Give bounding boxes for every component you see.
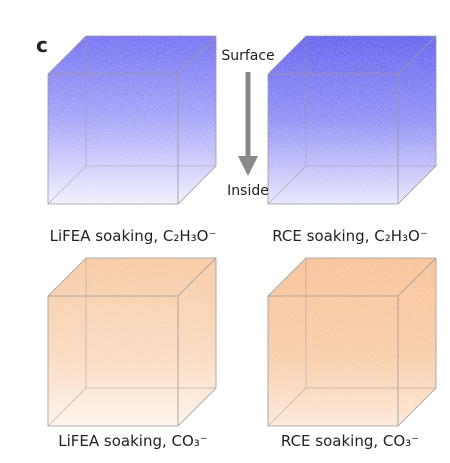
panel-caption: RCE soaking, CO₃⁻: [281, 432, 419, 450]
cube-texture: [268, 258, 436, 426]
cube: [47, 257, 217, 427]
panel-caption: LiFEA soaking, CO₃⁻: [58, 432, 207, 450]
cube: [47, 35, 217, 205]
panel-caption: RCE soaking, C₂H₃O⁻: [272, 227, 428, 245]
cube: [267, 257, 437, 427]
panel-label: c: [36, 33, 48, 57]
cube-texture: [48, 258, 216, 426]
depth-arrow-head: [238, 156, 258, 176]
cube: [267, 35, 437, 205]
cube-texture: [48, 36, 216, 204]
surface-label: Surface: [221, 48, 274, 64]
inside-label: Inside: [227, 183, 269, 199]
panel-caption: LiFEA soaking, C₂H₃O⁻: [50, 227, 217, 245]
cube-texture: [268, 36, 436, 204]
